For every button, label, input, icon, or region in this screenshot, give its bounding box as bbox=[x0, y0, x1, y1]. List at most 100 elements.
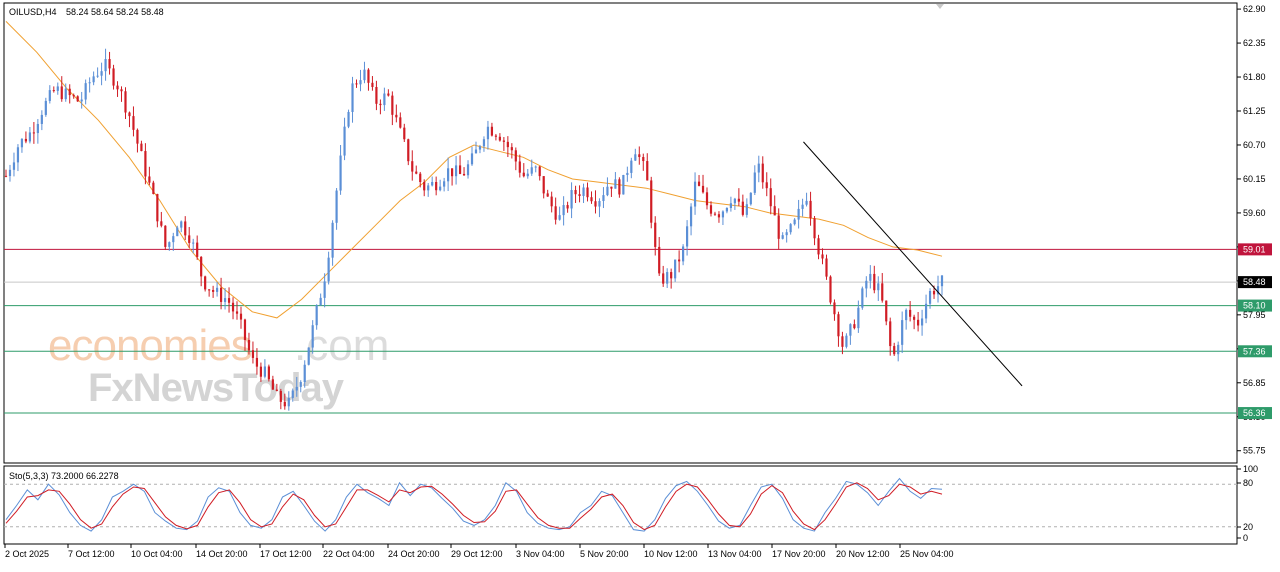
level-tag-0: 59.01 bbox=[1243, 244, 1266, 254]
candle-body bbox=[335, 190, 338, 223]
candle-body bbox=[116, 85, 119, 90]
candles bbox=[4, 48, 944, 411]
price-tick-label: 61.80 bbox=[1243, 72, 1266, 82]
candle-body bbox=[379, 103, 382, 106]
candle-body bbox=[108, 59, 111, 69]
candle-body bbox=[546, 193, 549, 197]
candle-body bbox=[351, 83, 354, 112]
candle-body bbox=[940, 275, 944, 287]
candle-body bbox=[670, 272, 673, 279]
moving-average bbox=[5, 21, 943, 319]
candle-body bbox=[857, 307, 860, 329]
candle-body bbox=[522, 172, 525, 177]
candle-body bbox=[8, 169, 12, 177]
candle-body bbox=[466, 164, 470, 176]
candle-body bbox=[825, 258, 828, 277]
chart-shift-marker[interactable] bbox=[936, 4, 944, 9]
candle-body bbox=[801, 204, 804, 209]
trendline[interactable] bbox=[803, 141, 1023, 387]
candle-body bbox=[924, 303, 928, 319]
candle-body bbox=[562, 205, 565, 216]
candle-body bbox=[431, 182, 434, 186]
level-tag-1: 58.10 bbox=[1243, 301, 1266, 311]
candle-body bbox=[869, 273, 872, 281]
trendline-group[interactable] bbox=[803, 141, 1023, 387]
candle-body bbox=[510, 147, 513, 151]
candle-body bbox=[435, 182, 438, 191]
candle-body bbox=[156, 193, 159, 222]
candle-body bbox=[92, 76, 95, 83]
candle-body bbox=[805, 200, 808, 205]
candle-body bbox=[96, 75, 99, 77]
candle-body bbox=[757, 163, 760, 173]
candle-body bbox=[901, 320, 904, 345]
candle-body bbox=[928, 291, 932, 304]
candle-body bbox=[913, 316, 916, 320]
time-tick-label: 22 Oct 04:00 bbox=[323, 549, 375, 559]
candle-body bbox=[725, 207, 729, 212]
candle-body bbox=[602, 195, 605, 201]
candle-body bbox=[749, 192, 752, 205]
candle-body bbox=[713, 213, 717, 215]
time-tick-label: 5 Nov 20:00 bbox=[580, 549, 629, 559]
time-tick-label: 7 Oct 12:00 bbox=[68, 549, 115, 559]
candle-body bbox=[594, 201, 597, 207]
candle-body bbox=[164, 225, 167, 247]
candle-body bbox=[678, 259, 681, 262]
candle-body bbox=[614, 179, 617, 189]
candle-body bbox=[196, 242, 199, 257]
price-tick-label: 59.60 bbox=[1243, 208, 1266, 218]
candle-body bbox=[152, 182, 155, 194]
candle-body bbox=[550, 196, 553, 207]
price-tick-label: 61.25 bbox=[1243, 106, 1266, 116]
candle-body bbox=[638, 154, 641, 158]
candle-body bbox=[697, 181, 701, 186]
candle-body bbox=[821, 254, 824, 259]
watermark: economies .com FxNewsToday bbox=[48, 321, 389, 410]
candle-body bbox=[518, 161, 521, 173]
candle-body bbox=[797, 208, 800, 220]
candle-body bbox=[235, 311, 239, 314]
candle-body bbox=[439, 186, 442, 191]
sto-signal-line bbox=[5, 482, 943, 531]
candle-body bbox=[793, 219, 796, 225]
candle-body bbox=[200, 256, 203, 277]
candle-body bbox=[682, 246, 685, 262]
candle-body bbox=[160, 221, 163, 226]
time-tick-label: 25 Nov 04:00 bbox=[900, 549, 954, 559]
current-price-tag-bg bbox=[1238, 276, 1272, 289]
candle-body bbox=[753, 172, 756, 193]
candle-body bbox=[570, 190, 573, 209]
time-tick-label: 3 Nov 04:00 bbox=[516, 549, 565, 559]
candle-body bbox=[582, 187, 585, 196]
candle-body bbox=[32, 132, 35, 134]
candle-body bbox=[20, 138, 24, 148]
candle-body bbox=[291, 390, 294, 398]
candle-body bbox=[606, 186, 609, 196]
level-tag-2: 57.36 bbox=[1243, 346, 1266, 356]
candle-body bbox=[219, 287, 223, 302]
time-tick-label: 20 Nov 12:00 bbox=[836, 549, 890, 559]
ohlc-readout: 58.24 58.64 58.24 58.48 bbox=[66, 7, 164, 17]
candle-body bbox=[247, 340, 251, 351]
price-tick-label: 57.95 bbox=[1243, 310, 1266, 320]
candle-body bbox=[184, 221, 187, 236]
candle-body bbox=[777, 215, 780, 239]
candle-body bbox=[359, 80, 362, 85]
watermark-economies: economies bbox=[48, 321, 252, 370]
candle-body bbox=[423, 182, 426, 191]
candle-body bbox=[243, 319, 247, 341]
candle-body bbox=[685, 226, 689, 247]
ma-line bbox=[5, 21, 943, 319]
sto-tick-label: 20 bbox=[1243, 522, 1253, 532]
candle-body bbox=[506, 141, 509, 148]
price-tick-label: 55.75 bbox=[1243, 446, 1266, 456]
candle-body bbox=[367, 69, 370, 83]
candle-body bbox=[52, 90, 55, 92]
candle-body bbox=[877, 283, 880, 291]
candle-body bbox=[654, 222, 657, 247]
candle-body bbox=[709, 205, 713, 214]
candle-body bbox=[44, 100, 47, 115]
